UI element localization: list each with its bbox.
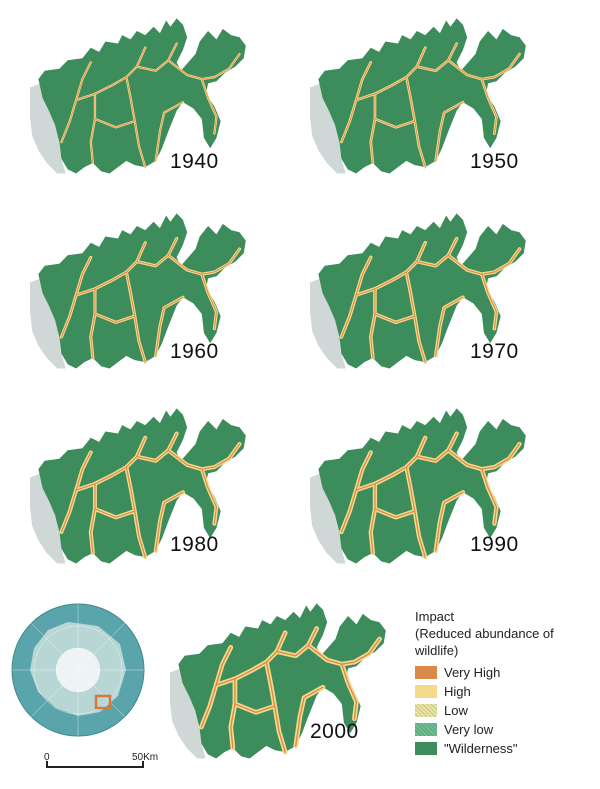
legend-label-very-low: Very low xyxy=(444,722,494,737)
year-label-1980: 1980 xyxy=(170,533,219,556)
globe-svg xyxy=(11,603,145,737)
scale-end-label: 50Km xyxy=(132,752,159,763)
region-map-2000 xyxy=(170,603,386,759)
inset-location-marker xyxy=(94,694,112,710)
year-label-1960: 1960 xyxy=(170,340,219,363)
legend-swatch-very-high xyxy=(415,666,437,679)
map-panel-1970: 1970 xyxy=(310,200,530,385)
legend-label-very-high: Very High xyxy=(444,665,501,680)
arctic-globe-inset xyxy=(8,600,148,740)
scale-tick-end xyxy=(142,761,144,768)
year-label-1950: 1950 xyxy=(470,150,519,173)
legend-subtitle: (Reduced abundance of wildlife) xyxy=(415,626,554,658)
map-panel-1950: 1950 xyxy=(310,5,530,190)
scale-bar: 0 50Km xyxy=(40,752,180,782)
map-panel-1990: 1990 xyxy=(310,395,530,580)
legend-title: Impact xyxy=(415,609,455,624)
legend-swatch-low xyxy=(415,704,437,717)
legend-item-very-low: Very low xyxy=(415,720,600,739)
year-label-2000: 2000 xyxy=(310,720,359,743)
legend-swatch-high xyxy=(415,685,437,698)
scale-start-label: 0 xyxy=(44,752,50,763)
legend-item-wilderness: "Wilderness" xyxy=(415,739,600,758)
legend-label-wilderness: "Wilderness" xyxy=(444,741,518,756)
map-panel-1940: 1940 xyxy=(30,5,250,190)
year-label-1940: 1940 xyxy=(170,150,219,173)
legend-item-very-high: Very High xyxy=(415,663,600,682)
map-panel-2000: 2000 xyxy=(170,590,390,775)
legend-label-low: Low xyxy=(444,703,468,718)
year-label-1990: 1990 xyxy=(470,533,519,556)
map-panel-1980: 1980 xyxy=(30,395,250,580)
legend-swatch-wilderness xyxy=(415,742,437,755)
legend-label-high: High xyxy=(444,684,471,699)
map-panel-1960: 1960 xyxy=(30,200,250,385)
year-label-1970: 1970 xyxy=(470,340,519,363)
scale-line xyxy=(46,766,144,768)
legend-item-low: Low xyxy=(415,701,600,720)
legend-item-high: High xyxy=(415,682,600,701)
impact-legend: Impact (Reduced abundance of wildlife) V… xyxy=(415,608,600,758)
globe-graticule xyxy=(12,604,144,736)
scale-tick-start xyxy=(46,761,48,768)
legend-swatch-very-low xyxy=(415,723,437,736)
